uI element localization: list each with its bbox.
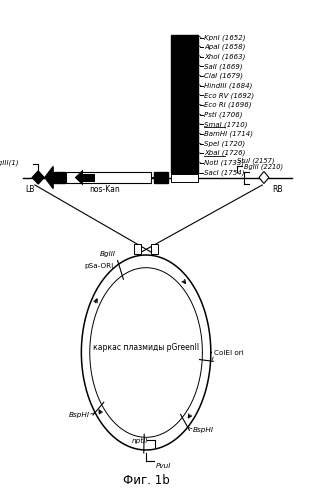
Polygon shape (134, 244, 141, 254)
Text: HindIII (1684): HindIII (1684) (204, 82, 253, 89)
Text: BspHI: BspHI (193, 426, 214, 432)
Text: BgIII (2210): BgIII (2210) (244, 164, 283, 170)
Text: nptII: nptII (131, 438, 148, 444)
Text: Фиг. 1b: Фиг. 1b (123, 474, 169, 488)
Polygon shape (53, 172, 65, 183)
Text: ColEI ori: ColEI ori (214, 350, 244, 356)
Polygon shape (83, 174, 95, 182)
Text: Eco RI (1696): Eco RI (1696) (204, 102, 252, 108)
Polygon shape (32, 171, 44, 184)
Polygon shape (171, 174, 198, 182)
Text: BamHI (1714): BamHI (1714) (204, 130, 253, 137)
Text: Eco RV (1692): Eco RV (1692) (204, 92, 254, 98)
Text: SacI (1754): SacI (1754) (204, 169, 245, 176)
Text: SmaI (1710): SmaI (1710) (204, 121, 248, 128)
Text: KpnI (1652): KpnI (1652) (204, 34, 246, 41)
Text: pSa-ORI: pSa-ORI (84, 262, 114, 268)
Text: StuI (2157): StuI (2157) (237, 157, 275, 164)
Polygon shape (75, 170, 83, 186)
Text: PvuI: PvuI (156, 462, 171, 468)
Text: BspHI: BspHI (69, 412, 90, 418)
Text: RB: RB (272, 186, 283, 194)
Text: LB: LB (25, 186, 35, 194)
Text: SpeI (1720): SpeI (1720) (204, 140, 245, 147)
Polygon shape (45, 166, 53, 188)
Polygon shape (171, 35, 198, 172)
Polygon shape (66, 172, 151, 183)
Text: каркас плазмиды pGreenII: каркас плазмиды pGreenII (93, 343, 199, 352)
Text: XhoI (1663): XhoI (1663) (204, 54, 246, 60)
Polygon shape (259, 172, 269, 183)
Text: SalI (1669): SalI (1669) (204, 63, 243, 70)
Text: nos-Kan: nos-Kan (89, 186, 120, 194)
Polygon shape (151, 244, 158, 254)
Text: BgIII: BgIII (99, 250, 116, 256)
Text: XbaI (1726): XbaI (1726) (204, 150, 246, 156)
Text: PstI (1706): PstI (1706) (204, 112, 243, 118)
Polygon shape (154, 172, 168, 183)
Text: BgIII(1): BgIII(1) (0, 159, 20, 166)
Text: ApaI (1658): ApaI (1658) (204, 44, 246, 51)
Text: ClaI (1679): ClaI (1679) (204, 73, 243, 80)
Text: NotI (1733): NotI (1733) (204, 160, 244, 166)
